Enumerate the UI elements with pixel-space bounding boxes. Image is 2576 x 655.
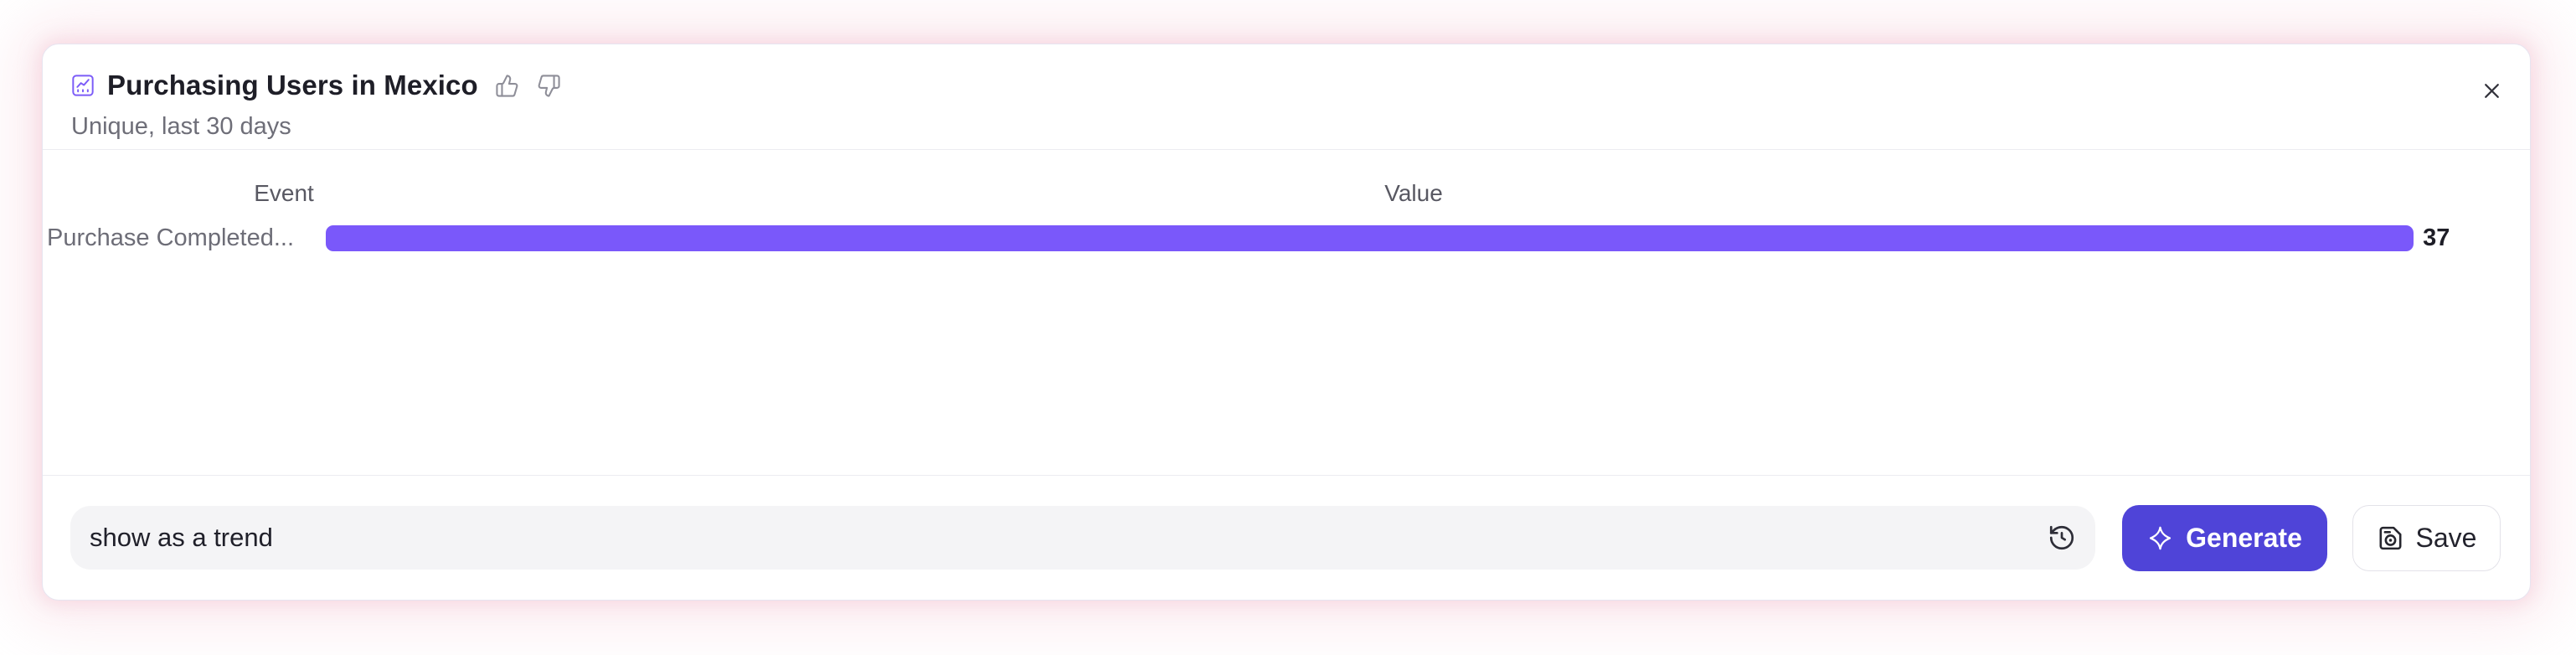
composer-footer: Generate Save xyxy=(43,476,2530,600)
thumbs-up-button[interactable] xyxy=(495,73,520,98)
history-button[interactable] xyxy=(2045,521,2079,554)
generate-button[interactable]: Generate xyxy=(2122,504,2327,571)
thumbs-up-icon xyxy=(495,74,519,98)
row-label: Purchase Completed... xyxy=(47,224,294,251)
insights-chart-icon xyxy=(71,74,95,97)
table-row: Purchase Completed... 37 xyxy=(43,222,2501,254)
ai-chart-card: Purchasing Users in Mexico Uniq xyxy=(42,44,2531,601)
close-icon xyxy=(2481,80,2502,101)
column-header-event: Event xyxy=(254,180,314,206)
thumbs-down-button[interactable] xyxy=(537,73,562,98)
thumbs-down-icon xyxy=(537,74,561,98)
card-title: Purchasing Users in Mexico xyxy=(107,70,478,101)
bar-purchase-completed[interactable] xyxy=(326,224,2414,251)
card-subtitle: Unique, last 30 days xyxy=(71,113,291,140)
footer-divider xyxy=(43,475,2530,476)
generate-label: Generate xyxy=(2186,522,2302,553)
title-row: Purchasing Users in Mexico xyxy=(71,70,2500,101)
header-divider xyxy=(43,149,2530,150)
close-button[interactable] xyxy=(2481,80,2502,101)
prompt-input[interactable] xyxy=(90,523,2045,553)
save-button[interactable]: Save xyxy=(2352,504,2501,571)
bar-track: 37 xyxy=(326,224,2501,252)
bar-value: 37 xyxy=(2423,224,2450,251)
save-icon xyxy=(2377,524,2404,552)
sparkle-icon xyxy=(2147,525,2173,551)
prompt-box xyxy=(70,506,2095,570)
bar-chart: Event Value Purchase Completed... 37 xyxy=(43,150,2530,475)
column-header-value: Value xyxy=(1384,180,1443,206)
save-label: Save xyxy=(2415,522,2477,553)
history-icon xyxy=(2048,523,2076,552)
card-header: Purchasing Users in Mexico Uniq xyxy=(43,44,2530,149)
